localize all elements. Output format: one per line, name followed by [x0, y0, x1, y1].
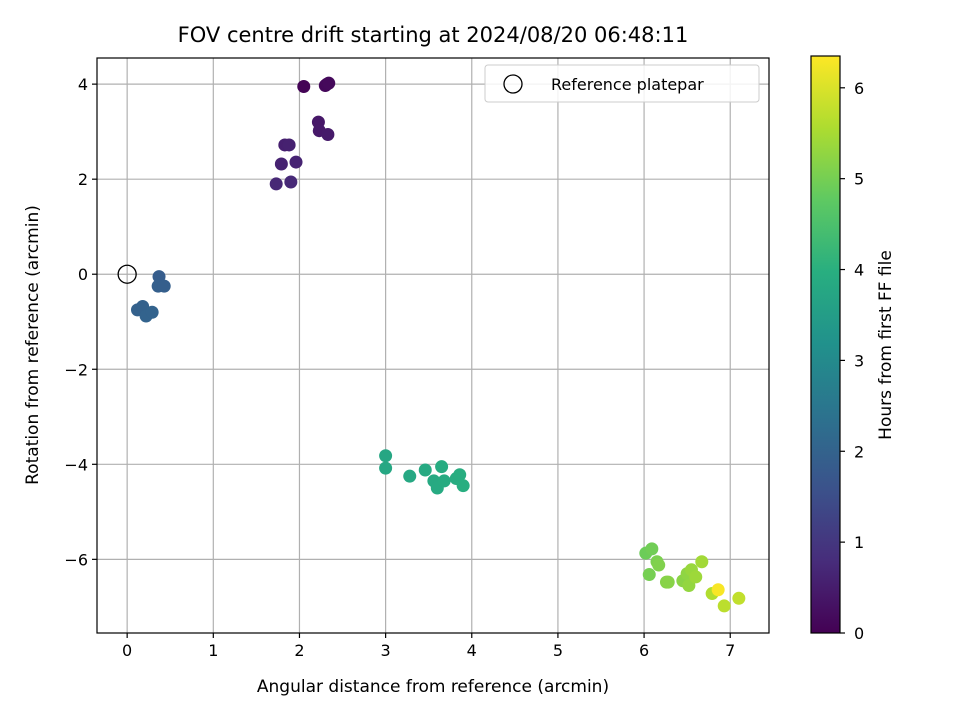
data-point: [297, 80, 311, 94]
data-point: [157, 279, 171, 293]
x-tick-label: 2: [294, 641, 304, 660]
y-tick-label: 4: [78, 75, 88, 94]
x-axis-label: Angular distance from reference (arcmin): [257, 677, 609, 697]
data-point: [435, 460, 449, 474]
y-tick-label: 2: [78, 170, 88, 189]
chart-title: FOV centre drift starting at 2024/08/20 …: [178, 23, 689, 47]
y-tick-label: −6: [64, 550, 88, 569]
legend-label-reference: Reference platepar: [551, 75, 704, 94]
y-tick-label: −2: [64, 360, 88, 379]
colorbar-tick-label: 4: [854, 261, 864, 280]
data-point: [379, 461, 393, 475]
reference-platepar-marker: [117, 264, 137, 284]
data-point: [717, 599, 731, 613]
colorbar-tick-label: 0: [854, 624, 864, 643]
data-point: [437, 474, 451, 488]
data-point: [321, 128, 335, 142]
colorbar-ticks: 0 1 2 3 4 5 6: [840, 79, 864, 643]
y-axis-ticks: −6 −4 −2 0 2 4: [64, 75, 97, 569]
data-point: [732, 591, 746, 605]
data-point: [284, 175, 298, 189]
data-point: [322, 76, 336, 90]
x-tick-label: 5: [553, 641, 563, 660]
legend-reference-marker: [503, 74, 523, 94]
data-point: [418, 463, 432, 477]
colorbar-tick-label: 3: [854, 351, 864, 370]
y-tick-label: 0: [78, 265, 88, 284]
data-point: [152, 270, 166, 284]
colorbar: 0 1 2 3 4 5 6 Hours from first FF file: [810, 55, 896, 643]
data-point: [711, 583, 725, 597]
data-points: [130, 76, 746, 613]
y-axis-label: Rotation from reference (arcmin): [23, 205, 43, 485]
data-point: [403, 469, 417, 483]
colorbar-tick-label: 2: [854, 442, 864, 461]
data-point: [269, 177, 283, 191]
data-point: [652, 558, 666, 572]
colorbar-label: Hours from first FF file: [876, 250, 896, 440]
data-point: [282, 138, 296, 152]
colorbar-tick-label: 5: [854, 170, 864, 189]
reference-layer: [117, 264, 137, 284]
data-point: [145, 305, 159, 319]
data-point: [289, 155, 303, 169]
data-point: [453, 468, 467, 482]
x-tick-label: 6: [639, 641, 649, 660]
x-tick-label: 7: [725, 641, 735, 660]
x-tick-label: 3: [381, 641, 391, 660]
x-tick-label: 0: [122, 641, 132, 660]
legend-box: [484, 64, 760, 103]
x-axis-ticks: 0 1 2 3 4 5 6 7: [122, 633, 735, 660]
data-point: [645, 542, 659, 556]
colorbar-tick-label: 1: [854, 533, 864, 552]
grid: [97, 58, 769, 633]
plot-area-frame: [96, 57, 770, 634]
data-point: [695, 555, 709, 569]
data-point: [642, 568, 656, 582]
data-point: [661, 575, 675, 589]
data-point: [379, 449, 393, 463]
colorbar-tick-label: 6: [854, 79, 864, 98]
x-tick-label: 4: [467, 641, 477, 660]
colorbar-gradient: [810, 55, 841, 634]
data-point: [689, 570, 703, 584]
x-tick-label: 1: [208, 641, 218, 660]
legend: Reference platepar: [484, 64, 760, 103]
y-tick-label: −4: [64, 455, 88, 474]
data-point: [456, 479, 470, 493]
data-point: [274, 157, 288, 171]
